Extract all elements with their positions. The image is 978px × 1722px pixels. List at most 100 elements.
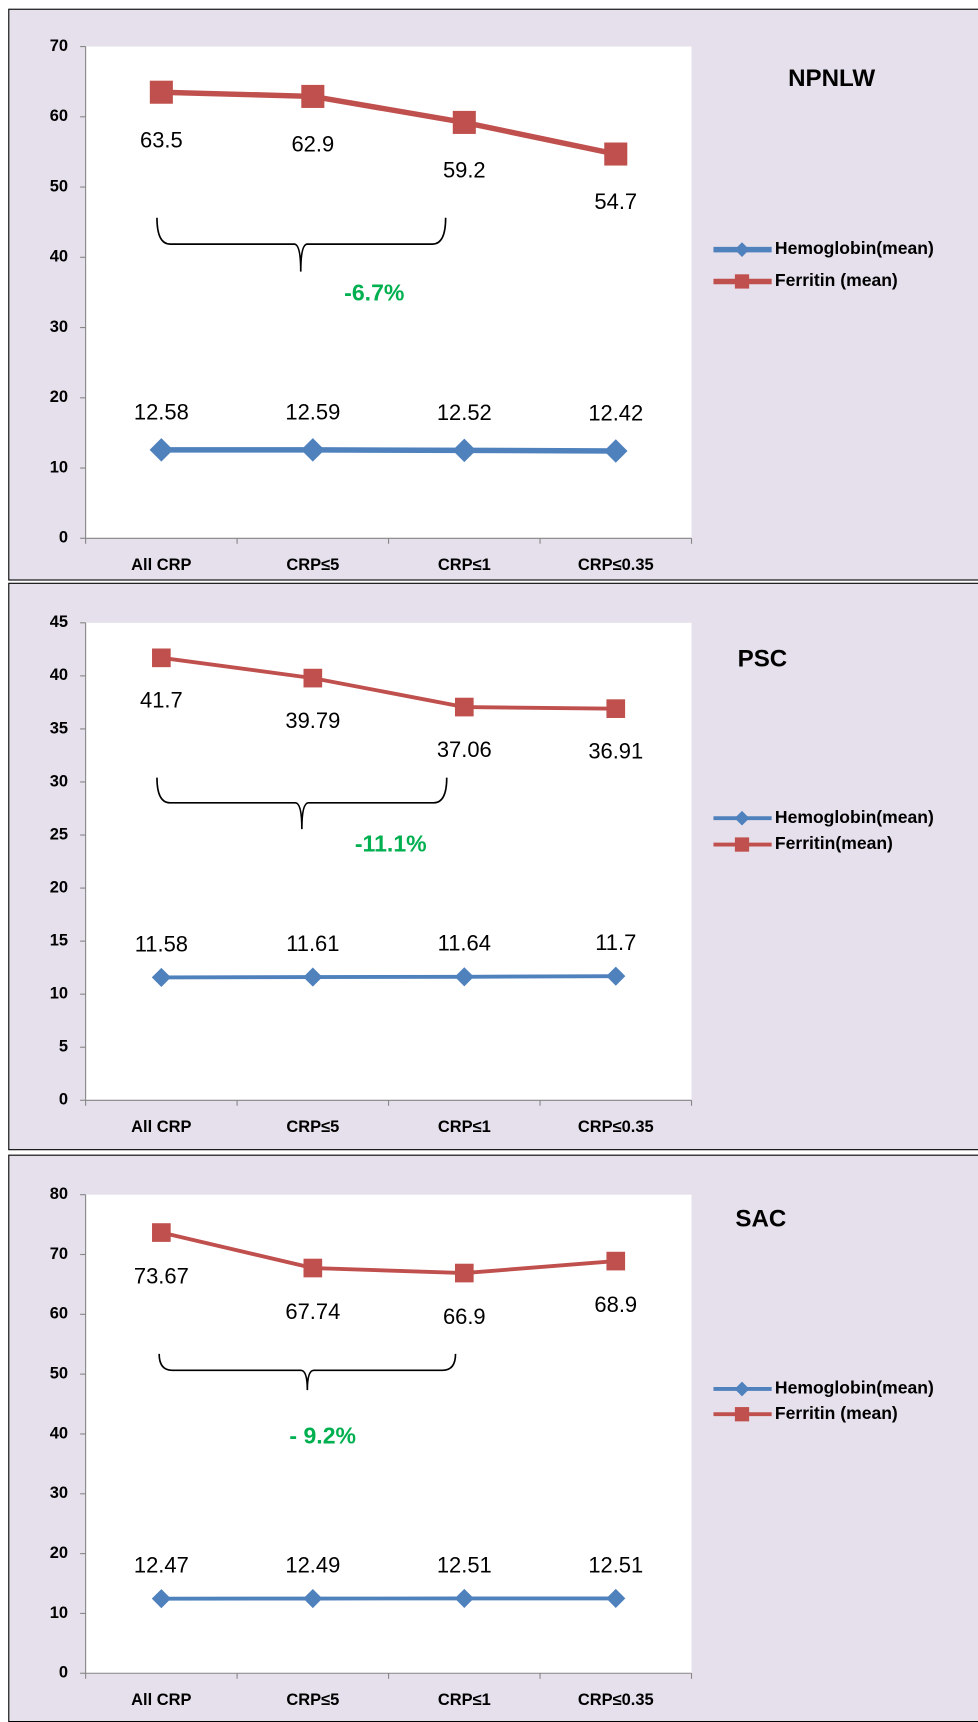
data-label: 12.51 <box>437 1552 492 1577</box>
data-point <box>604 439 628 463</box>
y-tick-label: 0 <box>59 1664 68 1682</box>
data-label: 11.7 <box>595 930 636 955</box>
data-label: 68.9 <box>594 1292 637 1317</box>
y-tick-label: 20 <box>50 1544 68 1562</box>
data-label: 54.7 <box>594 189 637 214</box>
data-label: 67.74 <box>285 1299 340 1324</box>
x-tick-label: All CRP <box>131 556 191 574</box>
data-point <box>606 966 626 986</box>
data-point <box>303 967 323 987</box>
x-tick-label: All CRP <box>131 1691 191 1709</box>
x-tick-label: All CRP <box>131 1118 191 1136</box>
series-line <box>161 974 616 980</box>
chart-panel: 0 10 20 30 40 50 60 70 80 All CRP CRP≤5 CRP≤1 CRP≤0.… <box>8 1154 978 1722</box>
data-label: 11.61 <box>286 931 339 956</box>
y-tick-label: 30 <box>50 1484 68 1502</box>
y-tick-label: 70 <box>50 37 68 55</box>
annotation: -11.1% <box>355 831 427 857</box>
data-point <box>454 697 474 717</box>
x-tick-label: CRP≤0.35 <box>578 1118 654 1136</box>
brace <box>158 1353 457 1391</box>
y-tick-label: 50 <box>50 177 68 195</box>
series-line <box>161 89 617 157</box>
data-point <box>149 438 174 462</box>
legend-marker <box>734 242 750 257</box>
y-tick-label: 60 <box>50 1305 68 1323</box>
brace <box>156 777 448 830</box>
y-tick-label: 10 <box>50 1604 68 1622</box>
y-tick-label: 30 <box>50 318 68 336</box>
legend-label: Hemoglobin(mean) <box>775 238 934 258</box>
data-point <box>606 1588 626 1608</box>
chart-panel: 0 5 10 15 20 25 30 35 40 45 All CRP CRP≤5 CRP≤1 CRP≤0… <box>8 582 978 1151</box>
legend-label: Hemoglobin(mean) <box>775 807 934 827</box>
data-point <box>452 438 477 463</box>
y-tick-label: 45 <box>50 613 68 631</box>
x-tick-label: CRP≤5 <box>286 556 339 574</box>
y-tick-label: 25 <box>50 825 68 843</box>
data-point <box>454 1588 474 1608</box>
x-tick-label: CRP≤1 <box>438 1691 491 1709</box>
data-point <box>303 1588 323 1609</box>
data-point <box>604 142 628 166</box>
y-tick-label: 80 <box>50 1185 68 1203</box>
y-tick-label: 40 <box>50 248 68 266</box>
data-point <box>151 967 171 987</box>
series-line <box>161 447 616 454</box>
y-tick-label: 0 <box>59 1091 68 1109</box>
data-label: 59.2 <box>443 158 486 183</box>
legend-marker <box>734 810 750 826</box>
chart-title: SAC <box>735 1205 786 1232</box>
y-tick-label: 35 <box>50 719 68 737</box>
data-point <box>149 80 173 104</box>
x-tick-label: CRP≤0.35 <box>578 1691 654 1709</box>
data-label: 12.42 <box>588 401 643 426</box>
chart-title: PSC <box>738 646 788 673</box>
annotation: - 9.2% <box>289 1422 356 1448</box>
data-point <box>301 438 325 462</box>
y-tick-label: 50 <box>50 1364 68 1382</box>
legend-marker <box>734 1381 750 1397</box>
plot-area <box>85 622 692 1101</box>
data-point <box>303 1258 323 1278</box>
x-tick-label: CRP≤5 <box>286 1691 339 1709</box>
data-label: 12.51 <box>588 1552 643 1577</box>
data-point <box>606 1251 626 1271</box>
legend-label: Ferritin (mean) <box>775 1403 898 1423</box>
data-point <box>303 668 323 688</box>
x-tick-label: CRP≤0.35 <box>578 556 654 574</box>
plot-area <box>85 1194 692 1674</box>
legend-label: Ferritin (mean) <box>775 270 898 290</box>
annotation: -6.7% <box>344 280 404 306</box>
data-label: 39.79 <box>285 708 340 733</box>
legend-label: Ferritin(mean) <box>775 833 893 853</box>
y-tick-label: 5 <box>59 1038 68 1056</box>
x-tick-label: CRP≤5 <box>286 1118 339 1136</box>
y-tick-label: 0 <box>59 529 68 547</box>
data-label: 73.67 <box>134 1263 189 1288</box>
y-tick-label: 40 <box>50 666 68 684</box>
y-tick-label: 60 <box>50 107 68 125</box>
data-label: 12.58 <box>134 399 189 424</box>
data-label: 12.59 <box>285 399 340 424</box>
chart-title: NPNLW <box>788 65 875 92</box>
legend-label: Hemoglobin(mean) <box>775 1378 934 1398</box>
legend-marker <box>734 1407 750 1422</box>
y-tick-label: 10 <box>50 985 68 1003</box>
y-tick-label: 10 <box>50 458 68 476</box>
data-label: 37.06 <box>437 737 492 762</box>
data-label: 11.64 <box>438 931 491 956</box>
data-point <box>301 84 325 108</box>
y-tick-label: 40 <box>50 1424 68 1442</box>
data-label: 36.91 <box>588 738 643 763</box>
x-tick-label: CRP≤1 <box>438 1118 491 1136</box>
y-tick-label: 15 <box>50 931 68 949</box>
data-point <box>454 1263 474 1283</box>
data-point <box>152 648 171 668</box>
x-tick-label: CRP≤1 <box>438 556 491 574</box>
chart-panel: 0 10 20 30 40 50 60 70 All CRP CRP≤5 CRP≤1 CRP≤0.35… <box>8 8 978 581</box>
data-label: 11.58 <box>135 931 188 956</box>
y-tick-label: 20 <box>50 878 68 896</box>
brace <box>156 217 447 272</box>
